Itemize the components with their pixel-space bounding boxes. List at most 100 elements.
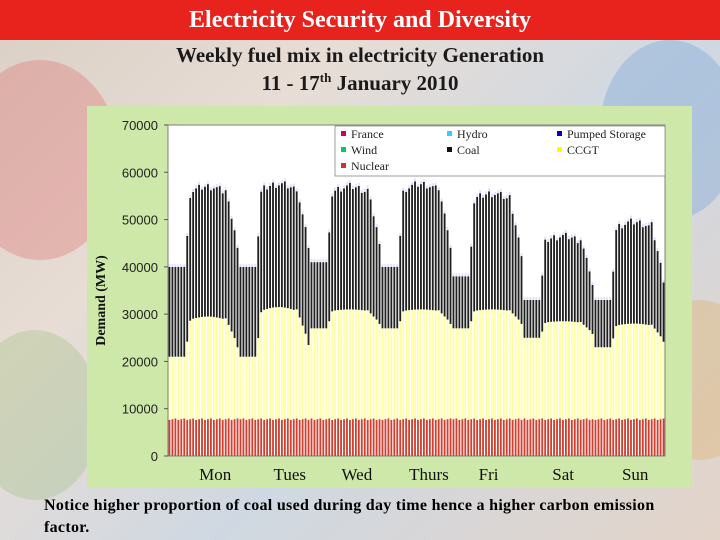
bar-ccgt [624,324,626,420]
bar-other [638,217,641,221]
bar-nuclear [431,418,434,456]
bar-ccgt [606,347,609,420]
bar-nuclear [452,419,455,456]
bar-coal [233,230,236,339]
bar-coal [375,227,378,320]
bar-ccgt [618,324,621,419]
bar-coal [215,187,218,318]
bar-coal [420,184,422,310]
bar-nuclear [544,419,547,456]
bar-nuclear [280,419,283,456]
bar-nuclear [508,418,511,456]
bar-ccgt [505,310,508,420]
bar-ccgt [633,323,635,420]
bar-ccgt [600,347,603,419]
bar-nuclear [550,418,553,456]
fuel-mix-chart: 0 10000 20000 30000 40000 50000 60000 70000 Dema… [94,118,666,484]
bar-coal [272,182,274,308]
bar-coal [198,184,200,318]
bar-nuclear [171,419,174,456]
bar-other [538,296,541,300]
bar-other [224,187,227,191]
bar-other [650,219,653,223]
bar-other [272,179,274,183]
bar-other [227,198,230,202]
bar-other [198,181,200,185]
bar-nuclear [298,419,301,456]
bar-other [633,221,635,225]
bar-ccgt [378,323,381,420]
bar-coal [582,248,585,325]
bar-other [186,232,189,236]
bar-ccgt [286,308,289,419]
bar-nuclear [177,419,180,456]
bar-coal [588,271,591,331]
bar-coal [550,238,553,322]
bar-ccgt [573,321,576,420]
bar-ccgt [473,311,476,419]
bar-nuclear [624,419,626,456]
bar-ccgt [195,317,198,420]
bar-coal [236,247,239,348]
bar-other [606,296,609,300]
legend-label: Coal [457,143,480,157]
bar-nuclear [393,419,396,456]
bar-ccgt [251,356,254,419]
bar-ccgt [520,323,523,420]
bar-other [343,185,345,189]
bar-other [479,190,482,194]
y-tick-label: 0 [151,449,158,464]
bar-other [579,237,582,241]
bar-ccgt [467,328,470,420]
bar-nuclear [535,419,538,456]
bar-ccgt [627,323,629,419]
bar-coal [405,191,408,311]
day-label: Tues [274,465,306,484]
bar-ccgt [245,356,248,420]
bar-coal [541,275,544,332]
bar-coal [207,184,209,317]
bar-other [641,224,644,228]
bar-ccgt [594,347,597,420]
bar-nuclear [411,419,413,456]
bar-nuclear [428,419,431,456]
bar-other [369,196,372,200]
bar-other [399,232,402,236]
bar-other [275,184,277,188]
bar-nuclear [464,418,467,456]
bar-coal [482,197,484,310]
bar-ccgt [168,356,171,420]
bar-nuclear [292,419,295,456]
bar-ccgt [360,310,363,420]
bar-coal [307,248,310,346]
bar-nuclear [656,419,659,456]
bar-ccgt [298,317,301,420]
bar-ccgt [420,309,422,420]
bar-ccgt [387,328,390,419]
bar-coal [201,189,203,317]
bar-coal [408,188,411,311]
bar-ccgt [641,324,644,420]
bar-other [301,211,304,215]
bar-ccgt [313,328,316,420]
bar-other [499,188,502,192]
bar-nuclear [585,418,588,456]
bar-other [544,236,547,240]
bar-nuclear [630,419,632,456]
bar-ccgt [656,332,659,420]
bar-other [180,263,183,267]
bar-ccgt [201,316,203,419]
bar-ccgt [340,309,342,420]
bar-ccgt [511,313,514,420]
bar-other [310,259,313,263]
bar-ccgt [328,321,331,419]
bar-nuclear [337,418,340,456]
day-label: Sun [622,465,649,484]
bar-coal [609,299,612,348]
bar-nuclear [420,419,422,456]
bar-ccgt [346,309,348,419]
bar-other [381,263,384,267]
bar-other [254,263,257,267]
bar-coal [502,199,505,311]
bar-nuclear [556,419,558,456]
